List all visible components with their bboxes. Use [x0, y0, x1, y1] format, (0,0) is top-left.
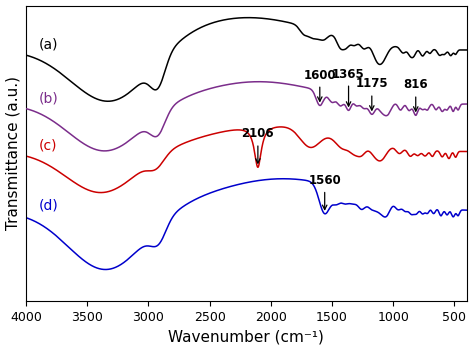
Text: 1560: 1560 — [308, 174, 341, 210]
X-axis label: Wavenumber (cm⁻¹): Wavenumber (cm⁻¹) — [168, 329, 324, 344]
Text: 2106: 2106 — [242, 127, 274, 163]
Text: 1365: 1365 — [332, 68, 365, 106]
Text: (a): (a) — [38, 37, 58, 51]
Text: 1600: 1600 — [303, 69, 336, 101]
Text: (d): (d) — [38, 198, 58, 212]
Y-axis label: Transmittance (a.u.): Transmittance (a.u.) — [6, 76, 20, 230]
Text: 1175: 1175 — [356, 77, 388, 110]
Text: 816: 816 — [403, 78, 428, 111]
Text: (c): (c) — [38, 139, 57, 153]
Text: (b): (b) — [38, 91, 58, 105]
